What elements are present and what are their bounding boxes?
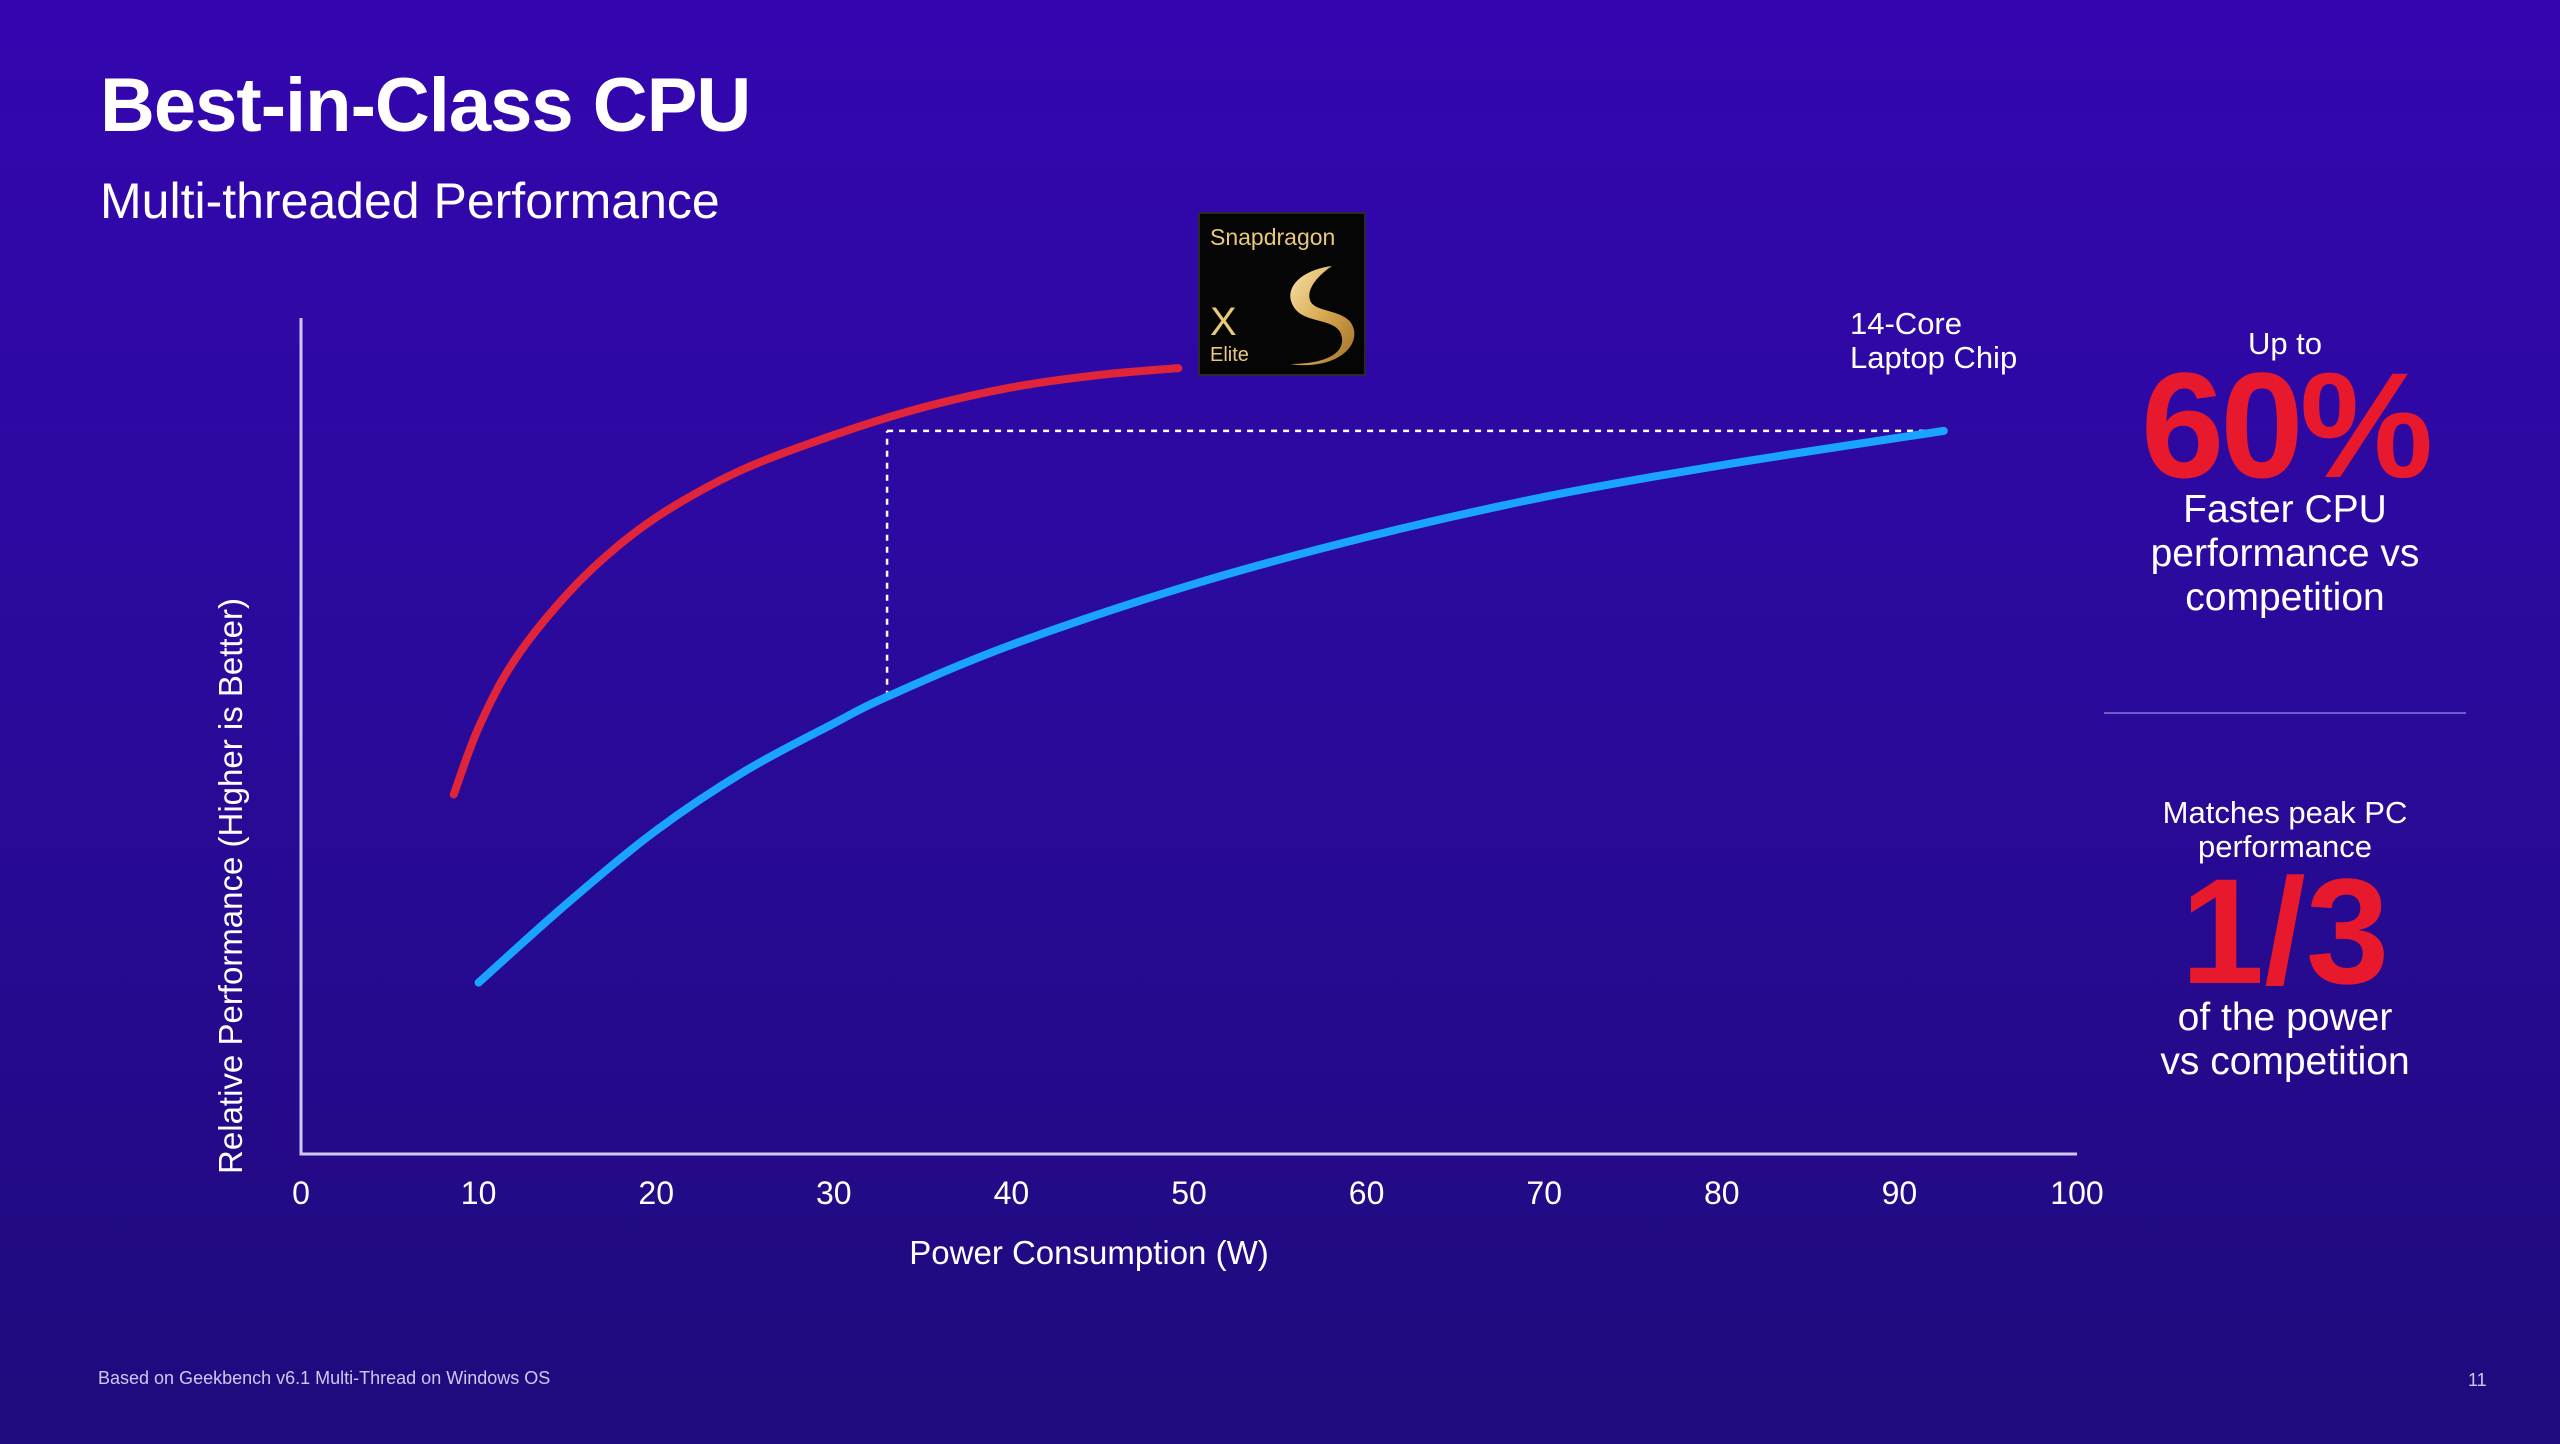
stat1-desc-line: competition [2185,576,2385,620]
stat1-desc-line: performance vs [2150,532,2420,576]
stat1-prefix: Up to [2247,326,2323,361]
slide-subtitle: Multi-threaded Performance [100,173,720,229]
snapdragon-logo-icon [1290,266,1355,366]
chart-series [449,364,1948,987]
chart-axes [299,318,2077,1156]
stat2-prefix: Matches peak PC performance [2100,795,2470,865]
y-axis-title: Relative Performance (Higher is Better) [212,598,249,1174]
stat2-prefix-line: Matches peak PC [2162,795,2408,830]
stat2-prefix-line: performance [2197,829,2373,865]
badge-tier: Elite [1210,344,1249,366]
x-tick-label: 0 [292,1175,310,1211]
x-tick-label: 70 [1526,1175,1562,1211]
stat2-desc-line: of the power [2177,996,2393,1039]
x-tick-label: 40 [994,1175,1030,1211]
series-label-line-2: Laptop Chip [1850,340,2017,375]
slide-title: Best-in-Class CPU [100,63,751,148]
snapdragon-x-elite-badge: Snapdragon X Elite [1198,212,1366,376]
series-label-line-1: 14-Core [1850,306,1962,341]
badge-brand: Snapdragon [1210,224,1336,250]
page-number: 11 [2468,1370,2487,1390]
series-line-14-core [474,426,1948,987]
stat2-desc-line: vs competition [2160,1040,2410,1084]
series-line-snapdragon [449,364,1183,799]
x-axis-title: Power Consumption (W) [909,1234,1268,1271]
x-tick-label: 60 [1349,1175,1385,1211]
footnote: Based on Geekbench v6.1 Multi-Thread on … [98,1368,551,1388]
stat2-value: 1/3 [2180,847,2390,1015]
x-tick-label: 100 [2050,1175,2103,1211]
x-tick-label: 90 [1882,1175,1918,1211]
series-label-14-core: 14-Core Laptop Chip [1850,306,2017,375]
x-tick-label: 20 [638,1175,674,1211]
x-tick-labels: 0 10 20 30 40 50 60 70 80 90 100 [292,1175,2104,1211]
x-tick-label: 10 [461,1175,497,1211]
stat2-description: of the power vs competition [2100,996,2470,1084]
x-tick-label: 50 [1171,1175,1207,1211]
stat1-desc-line: Faster CPU [2183,488,2387,531]
panel-divider [2104,712,2466,714]
guide-lines [885,429,1944,697]
stat1-value: 60% [2140,341,2433,509]
x-tick-label: 80 [1704,1175,1740,1211]
stat1-description: Faster CPU performance vs competition [2100,488,2470,620]
axis-line [299,318,2077,1156]
x-tick-label: 30 [816,1175,852,1211]
badge-model: X [1210,300,1237,344]
